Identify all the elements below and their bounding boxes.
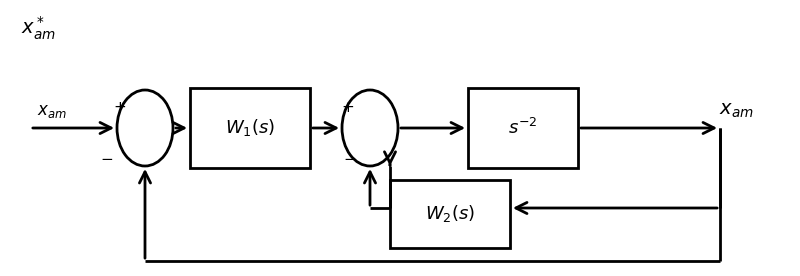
- Text: $W_1(s)$: $W_1(s)$: [225, 118, 275, 139]
- Text: $W_2(s)$: $W_2(s)$: [425, 203, 475, 224]
- Text: $+$: $+$: [114, 101, 126, 115]
- Text: $x_{am}$: $x_{am}$: [37, 102, 67, 120]
- Bar: [468, 88, 578, 168]
- Bar: [190, 88, 310, 168]
- Text: $s^{-2}$: $s^{-2}$: [508, 118, 538, 138]
- Text: $x^*_{am}$: $x^*_{am}$: [21, 14, 55, 42]
- Text: $+$: $+$: [342, 101, 354, 115]
- Bar: [390, 180, 510, 248]
- Text: $-$: $-$: [343, 151, 357, 165]
- Text: $-$: $-$: [101, 151, 114, 165]
- Text: $x_{am}$: $x_{am}$: [718, 102, 754, 120]
